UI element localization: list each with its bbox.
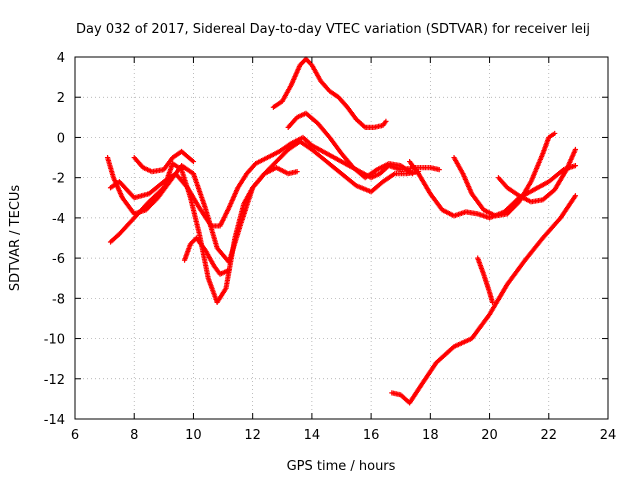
series-track-6	[270, 56, 389, 130]
y-tick-label: 4	[57, 51, 65, 66]
data-point	[436, 167, 442, 173]
data-point	[572, 163, 579, 169]
x-tick-label: 6	[71, 428, 79, 443]
series-track-2	[107, 138, 422, 305]
data-point	[409, 171, 416, 177]
data-point	[572, 193, 579, 199]
x-tick-label: 22	[541, 428, 558, 443]
series-track-7	[285, 110, 416, 181]
y-tick-label: -12	[44, 373, 65, 388]
series-track-12	[475, 255, 496, 305]
y-tick-label: -10	[44, 333, 65, 348]
series-track-1	[107, 134, 442, 229]
grid	[75, 57, 608, 419]
series-track-11	[389, 193, 579, 406]
y-tick-label: -8	[52, 292, 65, 307]
series-track-3	[104, 154, 300, 265]
data-point	[489, 299, 496, 305]
y-tick-label: -4	[52, 212, 65, 227]
y-tick-label: -14	[44, 413, 65, 428]
data-point	[226, 267, 232, 273]
series-track-4	[181, 235, 232, 277]
x-tick-label: 10	[185, 428, 202, 443]
data-point	[190, 158, 197, 165]
y-tick-label: 0	[57, 131, 65, 146]
x-axis-label: GPS time / hours	[287, 459, 396, 474]
x-tick-label: 12	[244, 428, 261, 443]
series-track-5	[131, 148, 197, 175]
x-tick-label: 20	[481, 428, 498, 443]
data-marks	[104, 56, 579, 406]
x-tick-label: 8	[130, 428, 138, 443]
x-tick-label: 14	[304, 428, 321, 443]
y-axis-label: SDTVAR / TECUs	[8, 185, 23, 292]
y-tick-label: 2	[57, 91, 65, 106]
data-point	[294, 169, 300, 175]
x-tick-label: 24	[600, 428, 617, 443]
chart-title: Day 032 of 2017, Sidereal Day-to-day VTE…	[76, 22, 590, 37]
x-tick-label: 16	[363, 428, 380, 443]
data-point	[572, 146, 579, 153]
x-tick-label: 18	[422, 428, 439, 443]
plot-frame	[74, 56, 609, 420]
data-point	[552, 130, 558, 137]
y-tick-label: -2	[52, 172, 65, 187]
series-track-10	[495, 146, 579, 205]
series-track-9	[451, 130, 558, 219]
y-tick-label: -6	[52, 252, 65, 267]
data-point	[383, 118, 389, 124]
